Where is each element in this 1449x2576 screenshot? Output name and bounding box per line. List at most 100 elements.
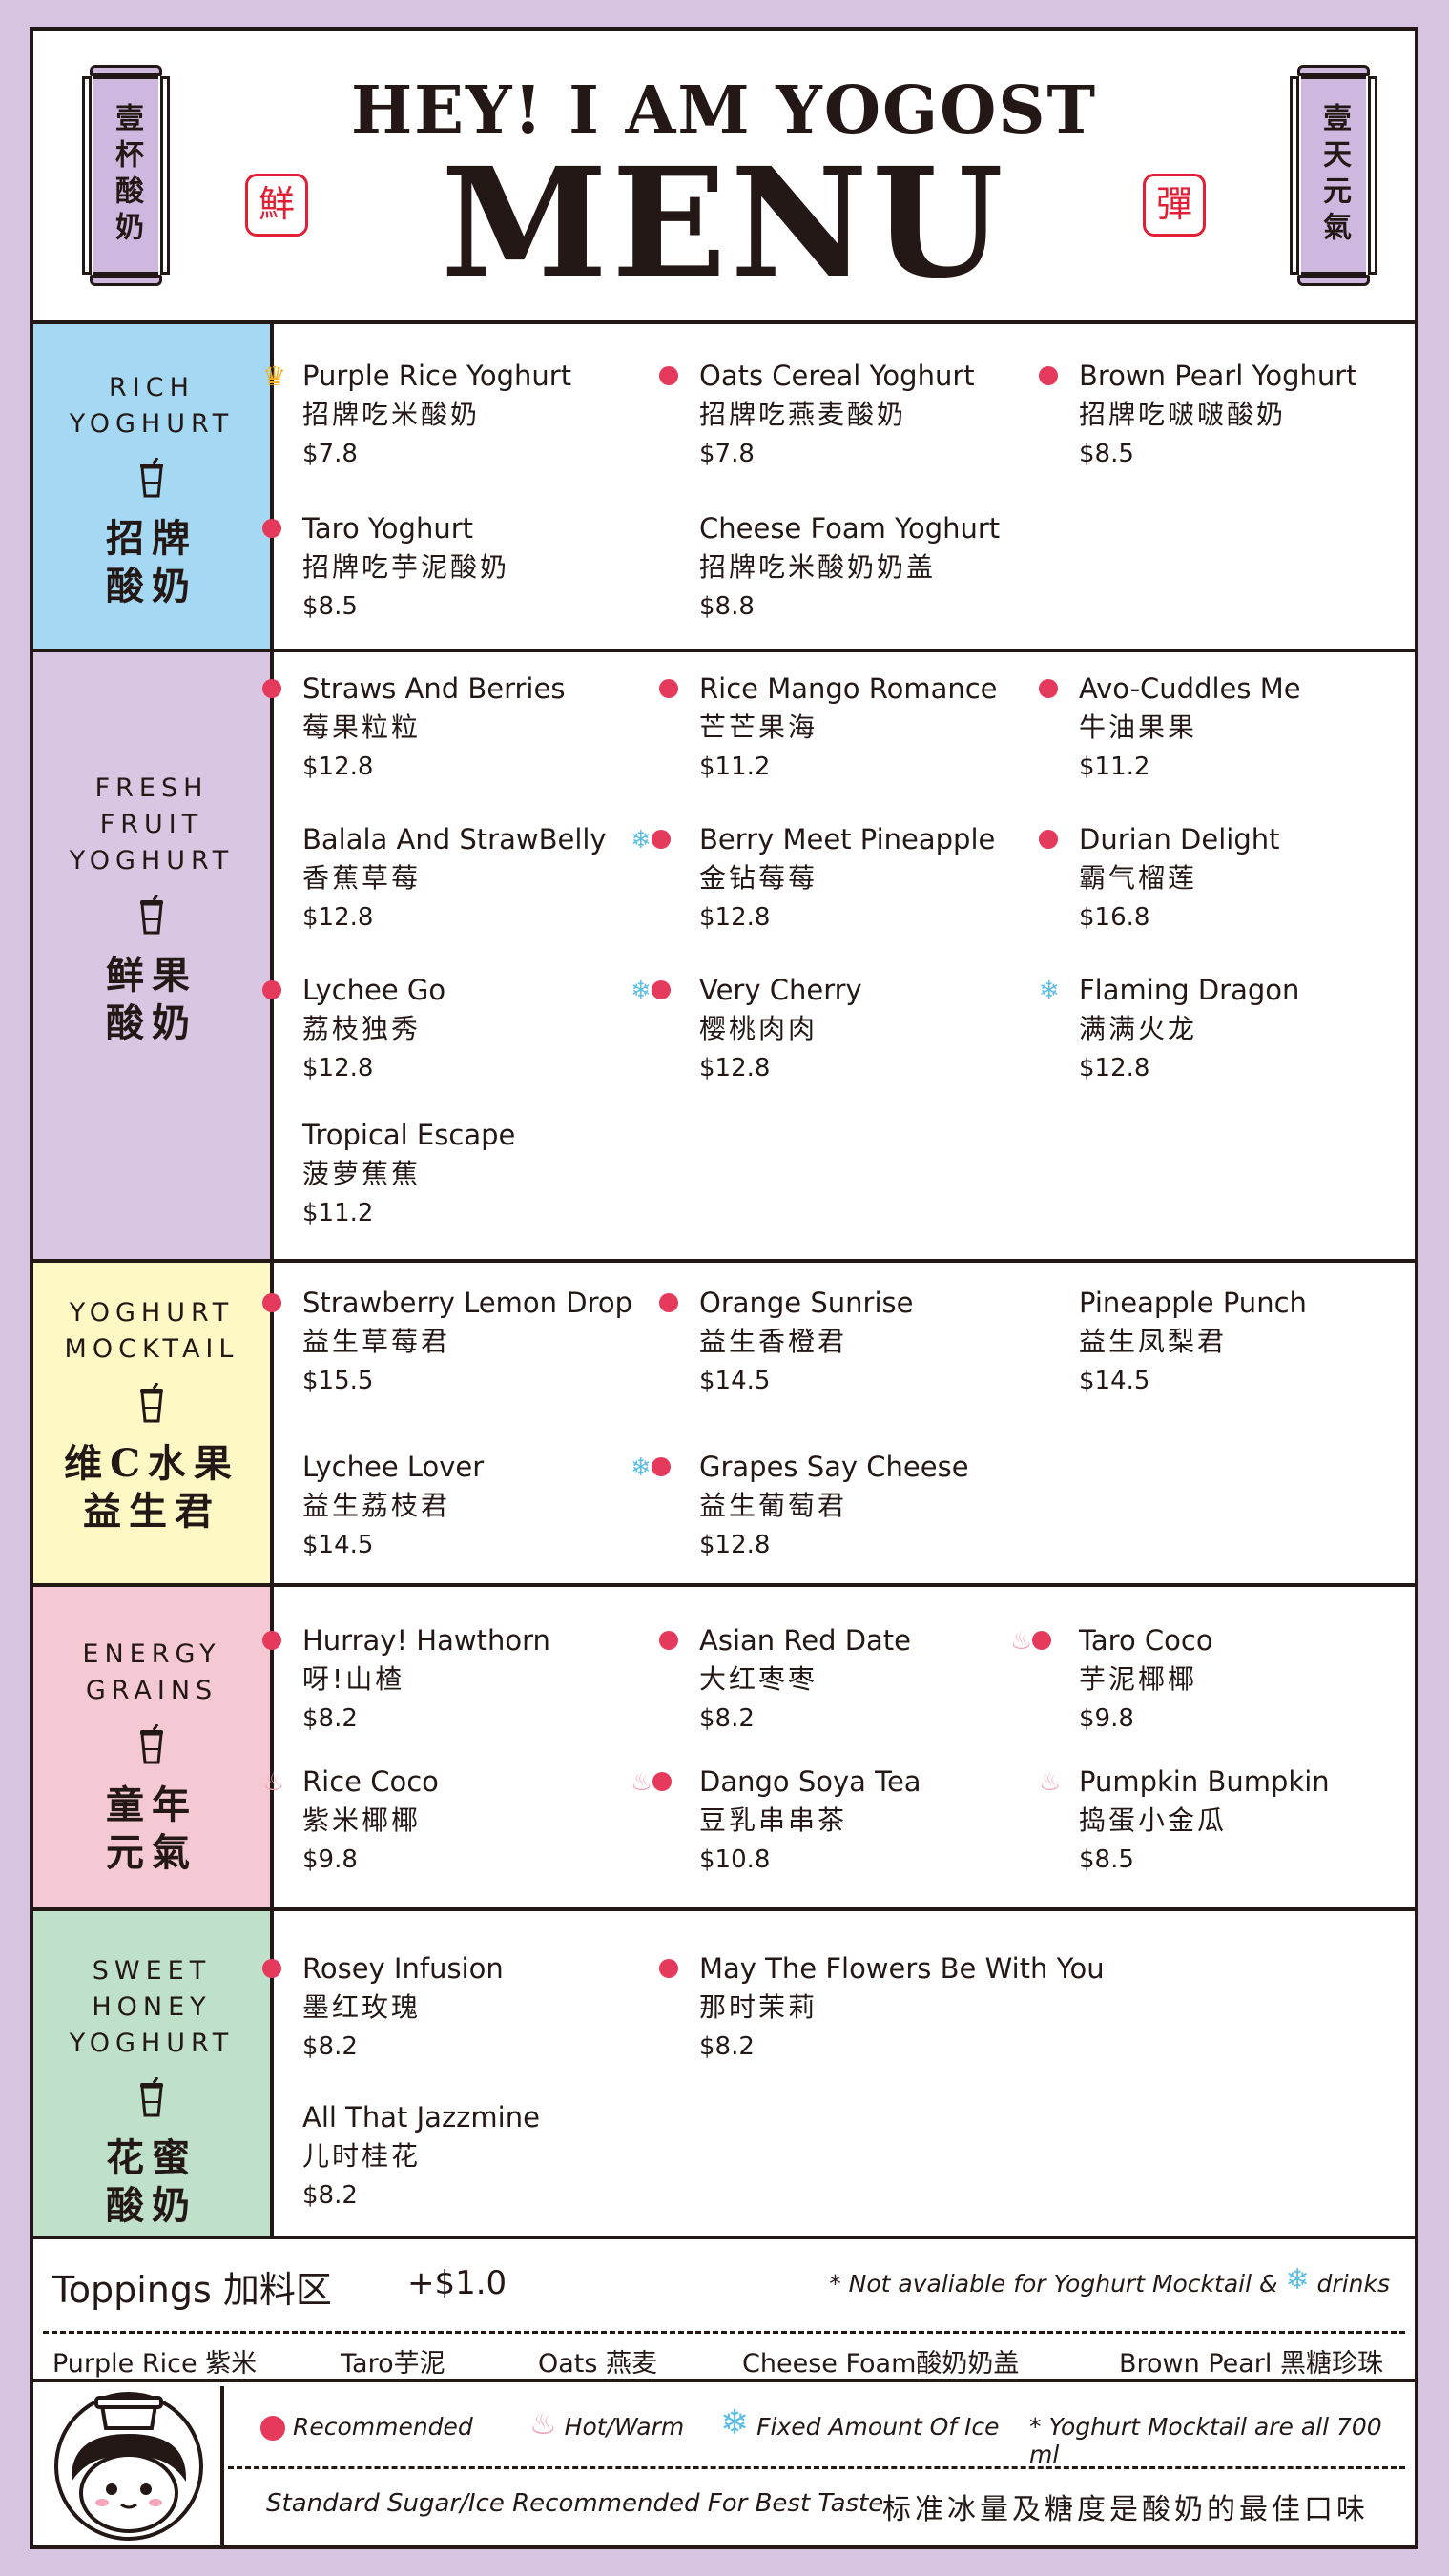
item-name-en: Rosey Infusion bbox=[302, 1952, 504, 1985]
item-price: $7.8 bbox=[699, 440, 755, 468]
item-price: $12.8 bbox=[302, 903, 374, 932]
legend-footer: Recommended ♨ Hot/Warm ❄ Fixed Amount Of… bbox=[33, 2386, 1415, 2545]
item-markers bbox=[1039, 679, 1067, 700]
item-price: $14.5 bbox=[1079, 1367, 1150, 1395]
item-name-en: Orange Sunrise bbox=[699, 1287, 914, 1319]
item-name-en: Balala And StrawBelly bbox=[302, 823, 607, 855]
toppings-section: Toppings 加料区 +$1.0 * Not avaliable for Y… bbox=[33, 2239, 1415, 2382]
section-header: SWEET HONEY YOGHURT 花蜜 酸奶 bbox=[33, 1911, 274, 2236]
menu-item: Orange Sunrise 益生香橙君 $14.5 bbox=[659, 1284, 1081, 1400]
item-price: $11.2 bbox=[302, 1199, 374, 1227]
toppings-note-drinks: drinks bbox=[1316, 2270, 1390, 2298]
plaque-right-text: 壹天元氣 bbox=[1317, 103, 1351, 248]
section-title-zh: 鲜果 酸奶 bbox=[106, 953, 197, 1045]
section-title-en: SWEET HONEY YOGHURT bbox=[69, 1956, 235, 2058]
recommended-dot-icon bbox=[262, 1959, 281, 1978]
item-name-en: May The Flowers Be With You bbox=[699, 1952, 1105, 1985]
item-name-zh: 呀!山楂 bbox=[302, 1663, 405, 1695]
mascot-icon bbox=[54, 2392, 203, 2541]
item-price: $12.8 bbox=[302, 752, 374, 781]
item-name-en: Rice Mango Romance bbox=[699, 672, 998, 705]
item-name-en: Pumpkin Bumpkin bbox=[1079, 1765, 1330, 1798]
cup-icon bbox=[140, 457, 163, 498]
steam-icon: ♨ bbox=[262, 1768, 285, 1797]
steam-icon: ♨ bbox=[529, 2405, 557, 2442]
menu-item: Oats Cereal Yoghurt 招牌吃燕麦酸奶 $7.8 bbox=[659, 357, 1081, 473]
recommended-dot-icon bbox=[262, 1631, 281, 1650]
plaque-right: 壹天元氣 bbox=[1290, 65, 1377, 286]
item-name-zh: 豆乳串串茶 bbox=[699, 1804, 848, 1836]
section-title-zh: 维C水果 益生君 bbox=[64, 1441, 239, 1534]
menu-item: Rice Mango Romance 芒芒果海 $11.2 bbox=[659, 670, 1081, 786]
menu-item: Avo-Cuddles Me 牛油果果 $11.2 bbox=[1039, 670, 1449, 786]
item-name-zh: 那时茉莉 bbox=[699, 1991, 818, 2023]
cup-icon bbox=[140, 1382, 163, 1423]
item-name-en: Tropical Escape bbox=[302, 1119, 516, 1151]
item-price: $8.2 bbox=[302, 2032, 358, 2061]
item-name-zh: 芋泥椰椰 bbox=[1079, 1663, 1198, 1695]
item-name-zh: 满满火龙 bbox=[1079, 1013, 1198, 1044]
item-name-zh: 益生荔枝君 bbox=[302, 1490, 451, 1521]
section-honey: SWEET HONEY YOGHURT 花蜜 酸奶 Rosey Infusion 墨红… bbox=[33, 1911, 1415, 2239]
item-name-zh: 菠萝蕉蕉 bbox=[302, 1158, 422, 1189]
item-price: $10.8 bbox=[699, 1845, 771, 1874]
item-name-en: Taro Yoghurt bbox=[302, 512, 473, 545]
footer-divider bbox=[228, 2466, 1405, 2469]
item-name-en: Grapes Say Cheese bbox=[699, 1451, 969, 1483]
item-markers: ♨ bbox=[1039, 1770, 1067, 1795]
plaque-left-text: 壹杯酸奶 bbox=[110, 103, 143, 248]
section-mocktail: YOGHURT MOCKTAIL 维C水果 益生君 Strawberry Lemon… bbox=[33, 1263, 1415, 1587]
item-name-zh: 招牌吃啵啵酸奶 bbox=[1079, 399, 1287, 430]
item-markers: ♨ bbox=[631, 1770, 688, 1795]
item-markers: ♛ bbox=[262, 363, 291, 390]
item-name-en: Lychee Lover bbox=[302, 1451, 485, 1483]
recommended-dot-icon bbox=[262, 980, 281, 999]
cup-icon bbox=[140, 894, 163, 935]
item-markers bbox=[262, 1631, 291, 1652]
legend-recommended: Recommended bbox=[260, 2413, 473, 2441]
recommended-dot-icon bbox=[659, 1293, 678, 1312]
recommended-dot-icon bbox=[1032, 1631, 1052, 1650]
menu-item: ❄ Berry Meet Pineapple 金钻莓莓 $12.8 bbox=[631, 820, 1081, 937]
item-name-zh: 大红枣枣 bbox=[699, 1663, 818, 1695]
snowflake-icon: ❄ bbox=[631, 826, 652, 855]
item-name-zh: 招牌吃米酸奶奶盖 bbox=[699, 551, 937, 583]
item-price: $8.2 bbox=[699, 1704, 755, 1733]
item-name-zh: 招牌吃燕麦酸奶 bbox=[699, 399, 907, 430]
item-name-en: Dango Soya Tea bbox=[699, 1765, 921, 1798]
item-markers bbox=[262, 1293, 291, 1314]
item-name-zh: 樱桃肉肉 bbox=[699, 1013, 818, 1044]
item-price: $8.5 bbox=[1079, 1845, 1134, 1874]
item-name-en: Rice Coco bbox=[302, 1765, 439, 1798]
item-price: $8.5 bbox=[1079, 440, 1134, 468]
menu-item: Tropical Escape 菠萝蕉蕉 $11.2 bbox=[302, 1116, 684, 1232]
toppings-divider bbox=[43, 2331, 1405, 2334]
item-price: $9.8 bbox=[302, 1845, 358, 1874]
section-title-en: ENERGY GRAINS bbox=[82, 1639, 221, 1705]
item-name-zh: 儿时桂花 bbox=[302, 2140, 422, 2172]
item-name-en: Asian Red Date bbox=[699, 1624, 912, 1657]
menu-header: 壹杯酸奶 鮮 HEY! I AM YOGOST MENU 彈 壹天元氣 bbox=[33, 31, 1415, 324]
topping-item: Cheese Foam酸奶奶盖 bbox=[742, 2349, 1020, 2379]
section-rich: RICH YOGHURT 招牌 酸奶 ♛ Purple Rice Yoghurt 招牌吃… bbox=[33, 324, 1415, 652]
steam-icon: ♨ bbox=[631, 1768, 653, 1797]
item-markers bbox=[262, 519, 291, 540]
menu-item: Taro Yoghurt 招牌吃芋泥酸奶 $8.5 bbox=[262, 509, 684, 626]
item-markers: ❄ bbox=[631, 979, 688, 1003]
item-name-en: Strawberry Lemon Drop bbox=[302, 1287, 633, 1319]
item-price: $8.2 bbox=[302, 2181, 358, 2210]
section-title-en: YOGHURT MOCKTAIL bbox=[64, 1298, 239, 1364]
menu-item: ♨ Rice Coco 紫米椰椰 $9.8 bbox=[262, 1762, 684, 1879]
item-price: $8.5 bbox=[302, 592, 358, 621]
section-header: ENERGY GRAINS 童年 元氣 bbox=[33, 1587, 274, 1907]
mascot-logo bbox=[33, 2386, 224, 2545]
item-name-zh: 牛油果果 bbox=[1079, 711, 1198, 743]
item-name-zh: 捣蛋小金瓜 bbox=[1079, 1804, 1228, 1836]
crown-icon: ♛ bbox=[262, 361, 287, 392]
item-markers bbox=[262, 679, 291, 700]
topping-item: Purple Rice 紫米 bbox=[52, 2349, 258, 2379]
recommended-dot-icon bbox=[651, 980, 671, 999]
menu-item: Strawberry Lemon Drop 益生草莓君 $15.5 bbox=[262, 1284, 684, 1400]
steam-icon: ♨ bbox=[1010, 1627, 1033, 1656]
topping-item: Brown Pearl 黑糖珍珠 bbox=[1119, 2349, 1383, 2379]
